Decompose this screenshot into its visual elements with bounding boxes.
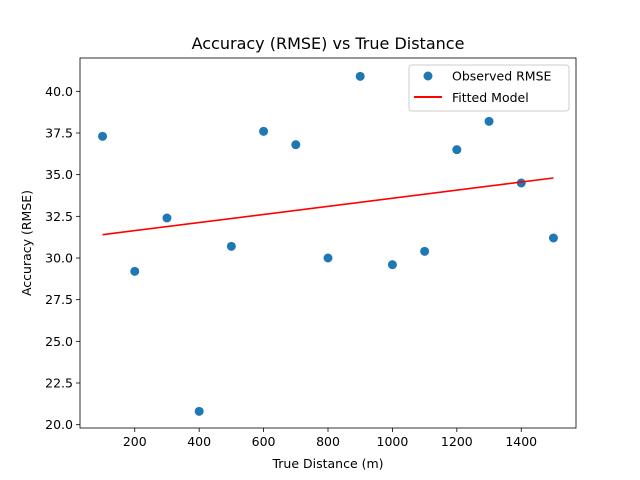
data-point: [259, 126, 269, 136]
x-axis-ticks: 200 400 600 800 1000 1200 1400: [123, 428, 537, 449]
x-axis-label: True Distance (m): [271, 456, 383, 471]
x-tick-label: 1200: [441, 434, 473, 449]
legend-marker-observed-rmse: [423, 71, 433, 81]
data-point: [452, 145, 462, 155]
data-point: [484, 116, 494, 126]
data-point: [194, 406, 204, 416]
x-tick-label: 600: [252, 434, 276, 449]
legend-label-fitted-model: Fitted Model: [452, 90, 529, 105]
data-point: [291, 140, 301, 150]
x-tick-label: 200: [123, 434, 147, 449]
data-point: [420, 246, 430, 256]
data-point: [323, 253, 333, 263]
data-point: [226, 241, 236, 251]
y-axis-ticks: 20.0 22.5 25.0 27.5 30.0 32.5 35.0 37.5 40.0: [45, 84, 80, 432]
legend-label-observed-rmse: Observed RMSE: [452, 69, 552, 84]
y-tick-label: 37.5: [45, 126, 73, 141]
plot-frame: [79, 57, 577, 429]
data-point: [516, 178, 526, 188]
y-tick-label: 27.5: [45, 292, 73, 307]
x-tick-label: 1000: [377, 434, 409, 449]
data-point: [162, 213, 172, 223]
data-point: [130, 266, 140, 276]
x-tick-label: 1400: [505, 434, 537, 449]
data-point: [387, 260, 397, 270]
fitted-model-line: [102, 177, 554, 236]
chart-marks: [98, 71, 558, 416]
data-point: [355, 71, 365, 81]
legend-box: [408, 64, 570, 112]
chart-title: Accuracy (RMSE) vs True Distance: [192, 34, 465, 53]
data-point: [98, 131, 108, 141]
y-tick-label: 40.0: [45, 84, 73, 99]
data-point: [548, 233, 558, 243]
y-tick-label: 25.0: [45, 334, 73, 349]
y-tick-label: 20.0: [45, 417, 73, 432]
x-tick-label: 400: [187, 434, 211, 449]
x-tick-label: 800: [316, 434, 340, 449]
y-tick-label: 30.0: [45, 251, 73, 266]
y-tick-label: 22.5: [45, 376, 73, 391]
y-tick-label: 35.0: [45, 167, 73, 182]
y-axis-label: Accuracy (RMSE): [19, 190, 34, 296]
y-tick-label: 32.5: [45, 209, 73, 224]
legend: Observed RMSE Fitted Model: [408, 64, 570, 112]
